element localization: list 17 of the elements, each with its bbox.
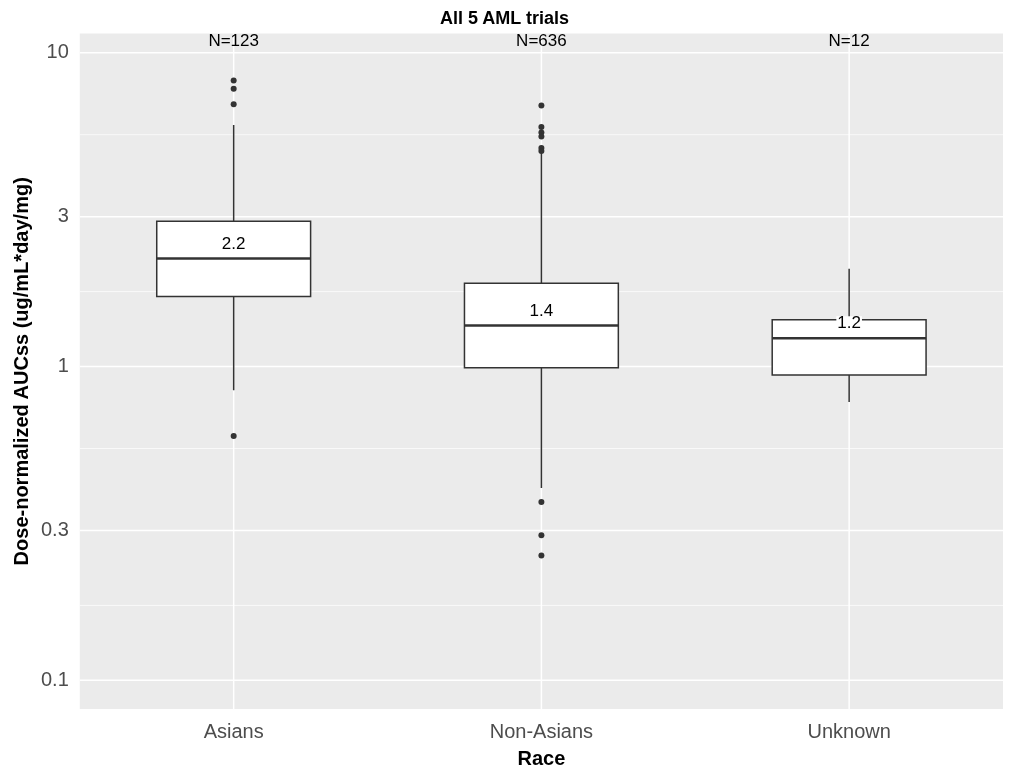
annotation: N=636 xyxy=(516,31,567,51)
y-tick-label: 3 xyxy=(57,204,69,227)
x-tick-label: Unknown xyxy=(807,719,891,742)
y-axis-title: Dose-normalized AUCss (ug/mL*day/mg) xyxy=(9,177,32,566)
y-tick-label: 0.3 xyxy=(40,518,69,541)
y-tick-label: 10 xyxy=(46,40,69,63)
x-tick-label: Asians xyxy=(203,719,264,742)
annotation: 1.4 xyxy=(529,300,554,320)
x-tick-label: Non-Asians xyxy=(489,719,594,742)
annotation: N=123 xyxy=(208,31,259,51)
y-tick-label: 0.1 xyxy=(40,667,69,690)
annotation: 1.2 xyxy=(837,313,861,333)
y-tick-label: 1 xyxy=(57,353,69,376)
annotation: N=12 xyxy=(828,31,870,51)
chart-title: All 5 AML trials xyxy=(439,7,570,28)
x-axis-title: Race xyxy=(517,746,566,769)
annotation: 2.2 xyxy=(221,233,246,253)
